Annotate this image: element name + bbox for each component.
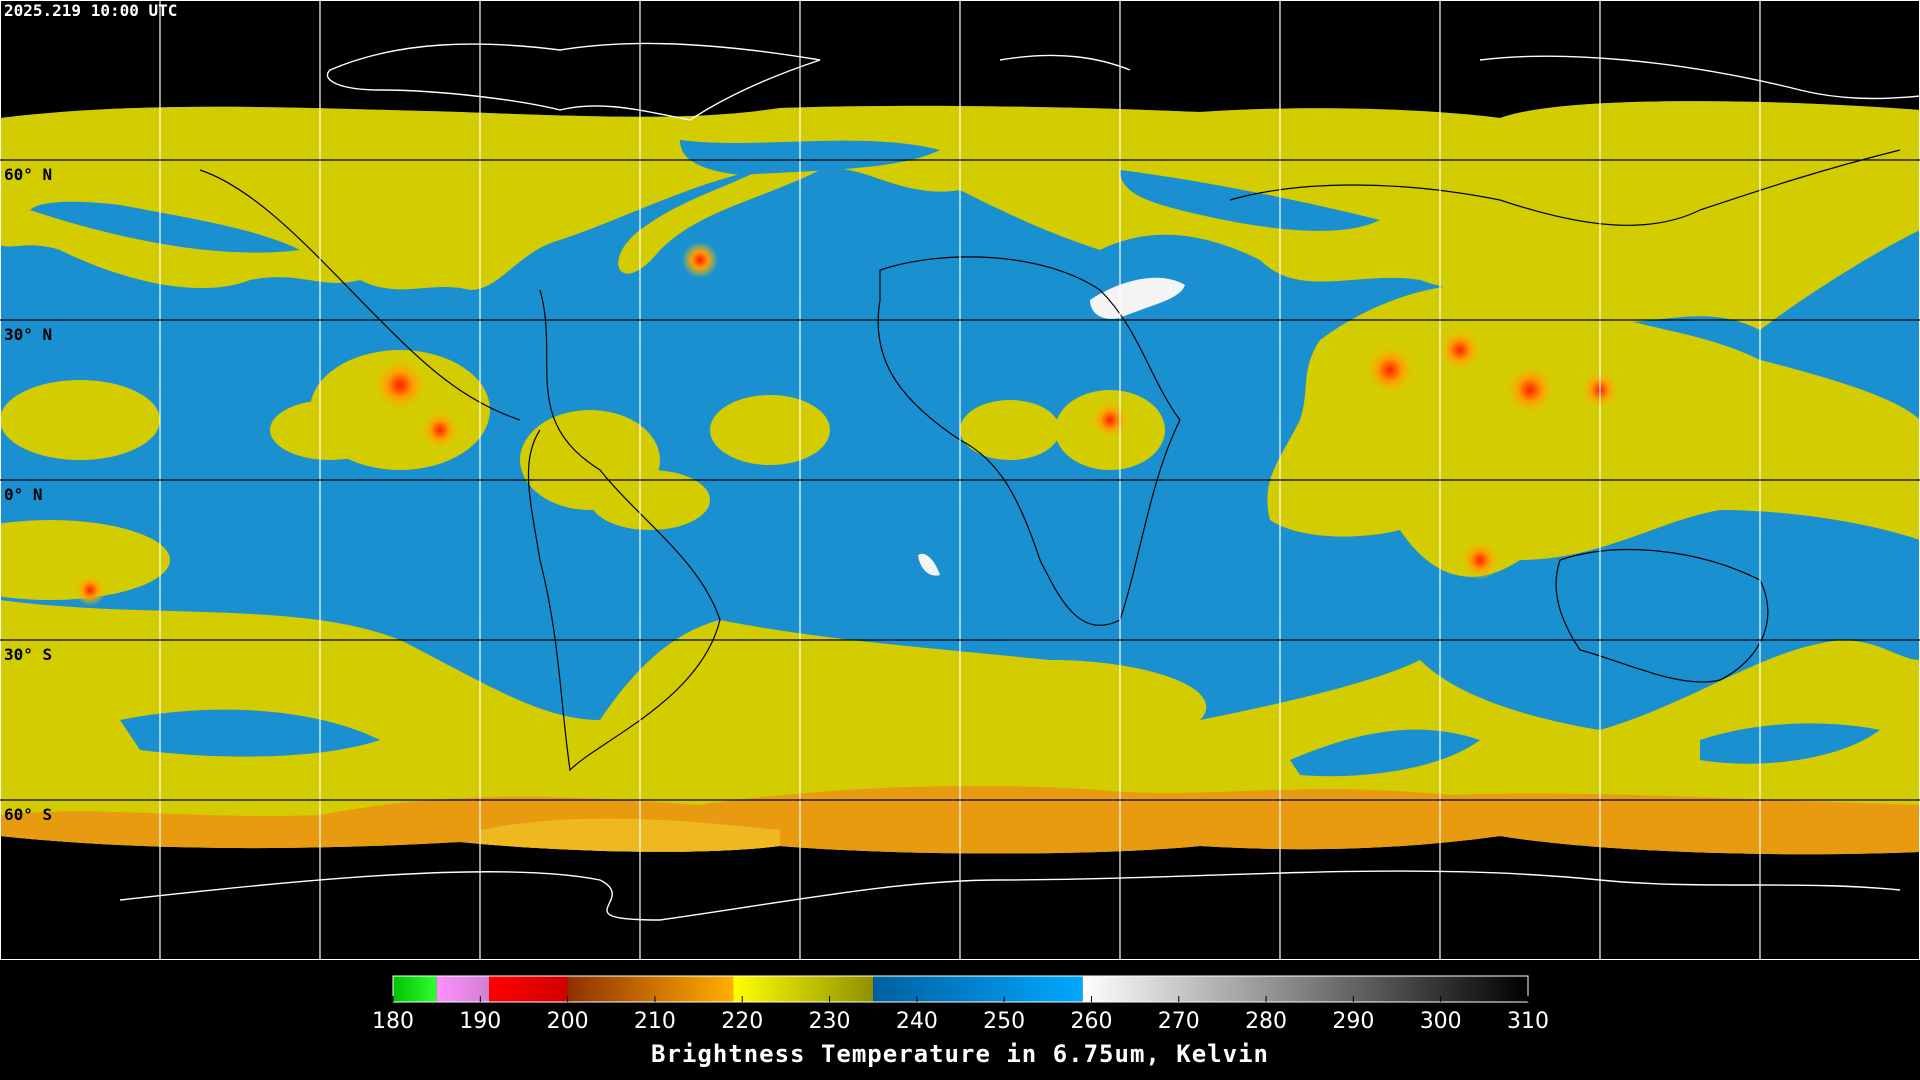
colorbar-tick-label: 310 (1507, 1009, 1549, 1034)
colorbar-segment (393, 976, 437, 1002)
colorbar-segment (733, 976, 874, 1002)
colorbar-tick-label: 260 (1070, 1009, 1112, 1034)
colorbar-segment (489, 976, 568, 1002)
timestamp: 2025.219 10:00 UTC (4, 1, 177, 20)
colorbar: 180 190 200 210 220 230 240 250 260 270 280 290 300 3… (372, 975, 1549, 1034)
colorbar-tick-label: 230 (809, 1009, 851, 1034)
colorbar-frame (392, 975, 1529, 1003)
colorbar-segment (873, 976, 1083, 1002)
latitude-label: 30° S (4, 645, 52, 664)
latitude-label: 60° S (4, 805, 52, 824)
colorbar-tick-label: 180 (372, 1009, 414, 1034)
colorbar-tick-label: 210 (634, 1009, 676, 1034)
colorbar-segment (567, 976, 734, 1002)
latitude-label: 30° N (4, 325, 52, 344)
colorbar-tick-label: 240 (896, 1009, 938, 1034)
colorbar-tick-label: 250 (983, 1009, 1025, 1034)
colorbar-tick-label: 220 (721, 1009, 763, 1034)
colorbar-segment (436, 976, 490, 1002)
colorbar-label: Brightness Temperature in 6.75um, Kelvin (651, 1040, 1269, 1068)
latitude-labels: 60° N 30° N 0° N 30° S 60° S (4, 165, 52, 824)
latitude-label: 60° N (4, 165, 52, 184)
colorbar-segment (1082, 976, 1528, 1002)
lat-lon-grid (0, 0, 1920, 960)
latitude-label: 0° N (4, 485, 43, 504)
colorbar-tick-label: 280 (1245, 1009, 1287, 1034)
colorbar-tick-label: 300 (1420, 1009, 1462, 1034)
colorbar-tick-label: 190 (459, 1009, 501, 1034)
colorbar-tick-label: 290 (1332, 1009, 1374, 1034)
colorbar-tick-label: 200 (547, 1009, 589, 1034)
colorbar-tick-label: 270 (1158, 1009, 1200, 1034)
